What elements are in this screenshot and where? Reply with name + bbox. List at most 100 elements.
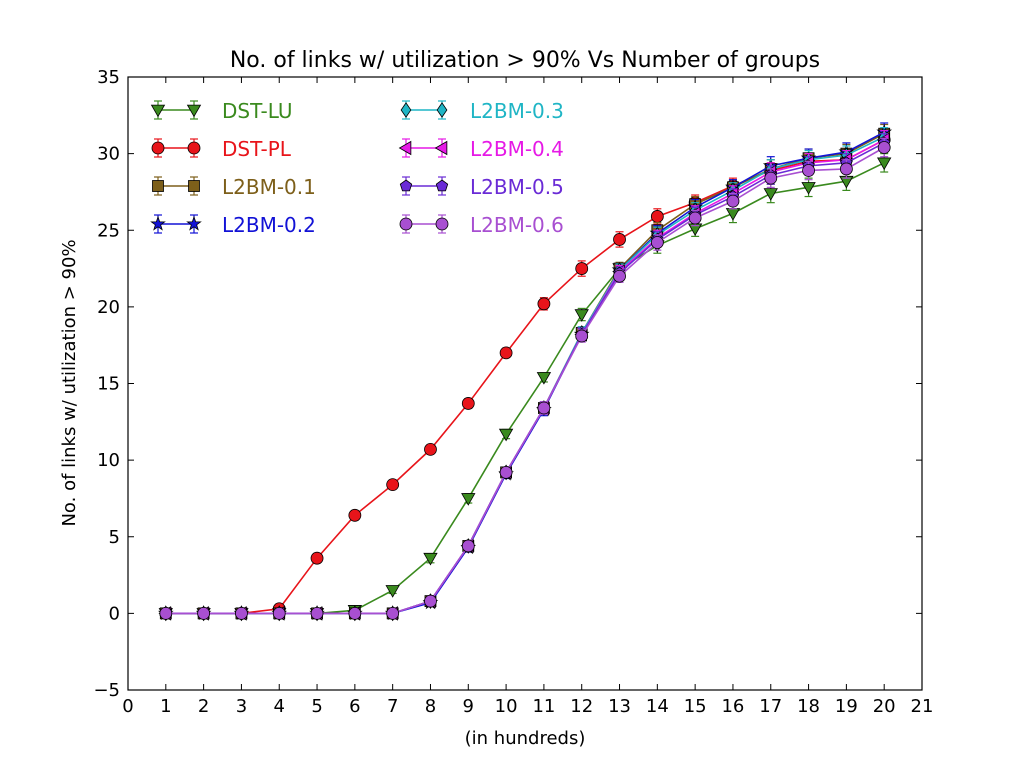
y-tick-label: 15 xyxy=(97,374,120,395)
data-point xyxy=(386,606,400,620)
legend-label: L2BM-0.3 xyxy=(470,99,564,123)
legend-item: L2BM-0.4 xyxy=(398,137,564,161)
data-point xyxy=(575,262,589,275)
data-point xyxy=(498,428,514,442)
data-point xyxy=(725,208,741,221)
legend-marker xyxy=(399,217,413,231)
legend-marker xyxy=(398,140,412,156)
data-point xyxy=(499,465,513,479)
data-point xyxy=(424,594,437,608)
x-tick-label: 18 xyxy=(797,696,820,717)
legend-item: L2BM-0.5 xyxy=(399,175,564,199)
data-point xyxy=(235,606,248,620)
data-point xyxy=(499,346,513,360)
data-point xyxy=(272,606,286,620)
y-axis-label: No. of links w/ utilization > 90% xyxy=(59,239,80,526)
data-point xyxy=(310,606,324,620)
legend-item: L2BM-0.3 xyxy=(400,99,564,123)
x-tick-label: 17 xyxy=(759,696,782,717)
x-tick-label: 16 xyxy=(721,696,744,717)
data-point xyxy=(688,211,702,225)
data-point xyxy=(877,157,892,171)
legend-label: DST-LU xyxy=(222,99,292,123)
y-tick-label: 30 xyxy=(97,144,120,165)
y-tick-label: −5 xyxy=(93,680,120,701)
x-tick-label: 1 xyxy=(160,696,171,717)
series-line xyxy=(165,139,885,615)
x-tick-label: 15 xyxy=(684,696,707,717)
x-tick-label: 19 xyxy=(835,696,858,717)
legend-marker xyxy=(400,102,412,118)
x-tick-label: 10 xyxy=(495,696,518,717)
x-tick-label: 4 xyxy=(274,696,285,717)
data-point xyxy=(310,551,324,565)
y-tick-label: 35 xyxy=(97,67,120,88)
x-tick-label: 0 xyxy=(122,696,133,717)
data-point xyxy=(461,539,475,553)
legend-item: L2BM-0.6 xyxy=(399,213,564,237)
x-tick-label: 5 xyxy=(311,696,322,717)
data-point xyxy=(461,493,476,506)
data-point xyxy=(764,171,778,185)
data-point xyxy=(613,233,626,246)
data-point xyxy=(613,269,626,283)
legend-marker xyxy=(152,180,164,192)
series-l2bm-0-4 xyxy=(158,130,890,621)
x-axis-label: (in hundreds) xyxy=(465,728,586,749)
x-tick-label: 8 xyxy=(425,696,436,717)
y-tick-label: 5 xyxy=(109,527,120,548)
legend-label: L2BM-0.5 xyxy=(470,175,564,199)
legend-marker xyxy=(434,140,448,156)
legend-marker xyxy=(399,179,413,192)
x-tick-label: 7 xyxy=(387,696,398,717)
data-point xyxy=(197,606,211,620)
x-tick-label: 13 xyxy=(608,696,631,717)
data-point xyxy=(386,478,400,492)
data-point xyxy=(575,329,589,343)
data-point xyxy=(726,194,740,208)
data-point xyxy=(650,236,664,249)
legend-marker xyxy=(150,215,166,231)
x-tick-label: 2 xyxy=(198,696,209,717)
x-tick-label: 21 xyxy=(911,696,934,717)
series-l2bm-0-3 xyxy=(160,126,890,622)
legend-item: DST-PL xyxy=(151,137,292,161)
legend-label: L2BM-0.4 xyxy=(470,137,564,161)
axis-ticks: 0 1 2 3 4 5 6 7 8 9 10 11 12 13 14 15 16 17 18 19 20 21−50510… xyxy=(93,67,933,717)
series-l2bm-0-5 xyxy=(159,133,891,619)
legend-label: L2BM-0.1 xyxy=(222,175,316,199)
legend-marker xyxy=(435,217,449,231)
chart-title: No. of links w/ utilization > 90% Vs Num… xyxy=(230,48,820,73)
data-point xyxy=(348,508,362,522)
legend-item: L2BM-0.1 xyxy=(152,175,316,199)
data-point xyxy=(537,297,551,311)
x-tick-label: 20 xyxy=(873,696,896,717)
legend-marker xyxy=(435,179,449,192)
y-tick-label: 25 xyxy=(97,220,120,241)
legend-marker xyxy=(187,141,201,155)
legend-marker xyxy=(186,215,202,231)
series-line xyxy=(165,131,885,615)
legend-marker xyxy=(188,180,200,192)
x-tick-label: 14 xyxy=(646,696,669,717)
x-tick-label: 11 xyxy=(532,696,555,717)
x-tick-label: 12 xyxy=(570,696,593,717)
y-tick-label: 20 xyxy=(97,297,120,318)
legend-item: DST-LU xyxy=(150,99,292,123)
series-line xyxy=(165,139,885,615)
data-point xyxy=(536,372,552,385)
data-point xyxy=(877,141,891,154)
plot-area xyxy=(157,122,893,622)
data-point xyxy=(802,164,815,177)
legend-marker xyxy=(150,104,166,118)
data-point xyxy=(763,188,778,201)
data-point xyxy=(839,162,853,176)
data-point xyxy=(348,606,362,620)
legend-label: L2BM-0.2 xyxy=(222,213,316,237)
legend-marker xyxy=(186,104,202,118)
legend: DST-LU DST-PL L2BM-0.1 L2BM-0.2 L2BM-0.3 L2BM… xyxy=(150,99,564,237)
y-tick-label: 0 xyxy=(109,603,120,624)
data-point xyxy=(537,401,551,415)
series-l2bm-0-6 xyxy=(159,137,891,620)
